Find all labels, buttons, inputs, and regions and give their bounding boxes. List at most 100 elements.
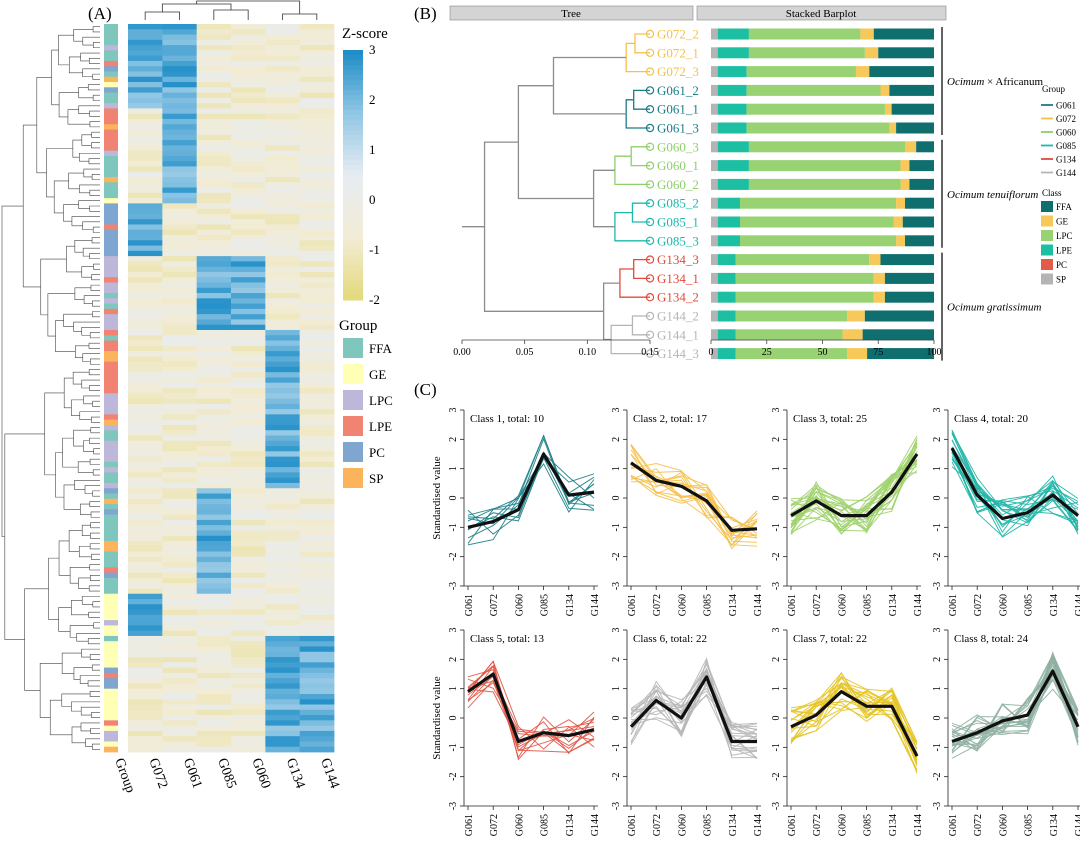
heatmap-cell (231, 361, 266, 368)
x-tick-label: G072 (489, 594, 500, 616)
heatmap-cell (299, 345, 335, 352)
heatmap-cell (128, 76, 163, 83)
heatmap-cell (265, 720, 301, 727)
heatmap-cell (196, 39, 232, 46)
row-dendrogram-branch (49, 699, 72, 736)
heatmap-cell (162, 372, 198, 378)
y-tick-label: 0 (932, 716, 943, 721)
tree-tip-label: G060_3 (657, 139, 699, 154)
heatmap-cell (162, 514, 198, 521)
heatmap-cell (196, 388, 232, 394)
heatmap-cell (265, 635, 301, 642)
heatmap-cell (128, 314, 163, 320)
heatmap-cell (128, 746, 163, 753)
heatmap-cell (265, 519, 301, 526)
stacked-bar-segment (860, 28, 874, 40)
heatmap-cell (231, 303, 266, 310)
heatmap-cell (162, 145, 198, 152)
heatmap-cell (299, 245, 335, 252)
heatmap-cell (162, 567, 198, 574)
row-dendrogram-branch (81, 379, 100, 389)
x-tick-label: G144 (1074, 814, 1080, 836)
colorbar-segment (343, 110, 363, 116)
heatmap-cell (265, 240, 301, 246)
group-annotation-cell (104, 155, 118, 162)
member-profile-line (630, 468, 758, 547)
heatmap-cell (299, 551, 335, 558)
heatmap-cell (196, 256, 232, 262)
heatmap-cell (128, 103, 163, 109)
heatmap-cell (196, 171, 232, 178)
heatmap-cell (162, 414, 198, 421)
heatmap-cell (299, 583, 335, 589)
heatmap-cell (265, 256, 301, 262)
heatmap-cell (196, 282, 232, 289)
heatmap-cell (231, 240, 266, 246)
heatmap-cell (231, 224, 266, 231)
heatmap-cell (231, 424, 266, 431)
row-dendrogram-branch (93, 622, 100, 629)
heatmap-cell (162, 335, 198, 341)
y-tick-label: 2 (932, 437, 943, 442)
heatmap-cell (299, 203, 335, 210)
heatmap-cell (265, 467, 301, 473)
colorbar-segment (343, 65, 363, 71)
cluster-title: Class 1, total: 10 (470, 413, 544, 425)
heatmap-cell (128, 440, 163, 447)
heatmap-cell (196, 609, 232, 616)
group-annotation-cell (104, 250, 118, 257)
row-dendrogram-branch (73, 28, 94, 42)
heatmap-cell (265, 430, 301, 436)
y-tick-label: -1 (932, 523, 943, 531)
y-tick-label: -3 (611, 582, 622, 590)
group-annotation-cell (104, 482, 118, 489)
stacked-bar-segment (847, 310, 865, 322)
heatmap-cell (231, 166, 266, 173)
tree-branch (592, 198, 615, 228)
heatmap-cell (128, 34, 163, 41)
member-profile-line (951, 461, 1079, 532)
heatmap-cell (128, 556, 163, 563)
heatmap-cell (299, 556, 335, 563)
heatmap-cell (196, 60, 232, 67)
panel-a-label: (A) (88, 4, 112, 23)
group-annotation-cell (104, 646, 118, 653)
heatmap-cell (231, 124, 266, 130)
member-profile-line (790, 465, 918, 530)
mean-profile-line (951, 669, 1080, 744)
heatmap-cell (265, 504, 301, 510)
row-dendrogram-branch (72, 139, 82, 158)
panel-c-label: (C) (414, 380, 437, 399)
heatmap-cell (196, 562, 232, 568)
member-profile-line (467, 678, 595, 738)
heatmap-cell (196, 245, 232, 252)
heatmap-cell (299, 435, 335, 442)
row-dendrogram-branch (71, 216, 100, 227)
group-annotation-cell (104, 398, 118, 405)
heatmap-cell (299, 488, 335, 494)
heatmap-cell (265, 39, 301, 46)
heatmap-cell (265, 155, 301, 162)
heatmap-cell (265, 361, 301, 368)
colorbar-segment (343, 150, 363, 156)
colorbar-segment (343, 230, 363, 236)
stacked-bar-segment (735, 310, 848, 322)
heatmap-cell (128, 414, 163, 421)
heatmap-cell (128, 651, 163, 658)
group-annotation-cell (104, 409, 118, 415)
heatmap-cell (231, 635, 266, 642)
stacked-bar-segment (717, 197, 740, 209)
y-tick-label: -3 (771, 802, 782, 810)
heatmap-cell (196, 113, 232, 120)
heatmap-cell (231, 683, 266, 690)
group-annotation-cell (104, 419, 118, 426)
tree-branch (625, 99, 634, 114)
heatmap-cell (196, 287, 232, 294)
heatmap-cell (231, 567, 266, 574)
heatmap-cell (299, 604, 335, 610)
group-annotation-cell (104, 403, 118, 410)
tree-tip-label: G072_1 (657, 45, 699, 60)
heatmap-cell (299, 546, 335, 552)
heatmap-cell (162, 303, 198, 310)
